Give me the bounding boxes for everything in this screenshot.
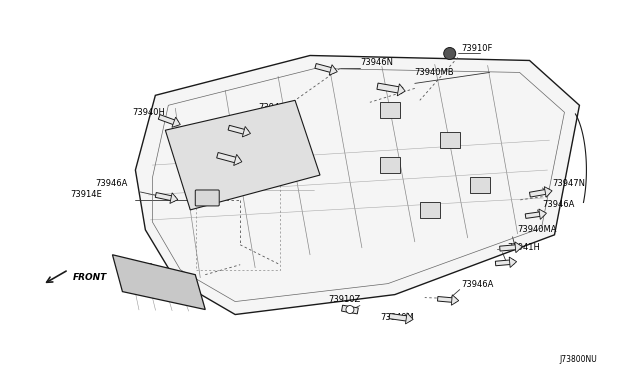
Bar — [470, 177, 490, 193]
Circle shape — [444, 48, 456, 60]
Polygon shape — [509, 257, 516, 267]
Text: 73940MB: 73940MB — [415, 68, 454, 77]
FancyBboxPatch shape — [195, 190, 220, 206]
Text: 73946N: 73946N — [360, 58, 393, 67]
Polygon shape — [158, 115, 179, 126]
Text: 73941H: 73941H — [508, 243, 540, 252]
Text: 73946A: 73946A — [258, 103, 291, 112]
Polygon shape — [529, 189, 550, 197]
Polygon shape — [438, 296, 456, 303]
Text: 73946A: 73946A — [95, 179, 128, 187]
Polygon shape — [234, 154, 242, 166]
Polygon shape — [243, 126, 250, 137]
Text: 73946A: 73946A — [461, 280, 494, 289]
Polygon shape — [397, 84, 405, 96]
Text: 73940MA: 73940MA — [518, 225, 557, 234]
Text: 73946A: 73946A — [543, 201, 575, 209]
Text: FRONT: FRONT — [72, 273, 107, 282]
Polygon shape — [165, 100, 320, 210]
Polygon shape — [217, 153, 240, 164]
Polygon shape — [515, 242, 522, 253]
Polygon shape — [539, 209, 547, 219]
Polygon shape — [525, 211, 544, 218]
Bar — [420, 202, 440, 218]
Polygon shape — [544, 187, 552, 197]
Circle shape — [346, 305, 354, 314]
Polygon shape — [113, 255, 205, 310]
Text: SEC.264: SEC.264 — [118, 263, 154, 272]
Polygon shape — [342, 305, 358, 314]
Polygon shape — [329, 65, 337, 75]
Polygon shape — [315, 64, 335, 73]
Text: 73947N: 73947N — [552, 179, 586, 187]
Polygon shape — [377, 83, 403, 94]
Polygon shape — [172, 117, 180, 127]
Polygon shape — [389, 314, 411, 321]
Text: 73910F: 73910F — [461, 44, 493, 53]
Text: 73940M: 73940M — [242, 136, 276, 145]
Bar — [380, 102, 400, 118]
Polygon shape — [451, 295, 459, 305]
Text: 73940M: 73940M — [380, 313, 413, 322]
Polygon shape — [495, 260, 514, 266]
Polygon shape — [228, 125, 248, 135]
Text: 73914E: 73914E — [70, 190, 102, 199]
Bar — [380, 157, 400, 173]
Polygon shape — [136, 55, 579, 314]
Text: 73910Z: 73910Z — [328, 295, 360, 304]
Polygon shape — [406, 313, 413, 324]
Text: J73800NU: J73800NU — [559, 355, 597, 364]
Polygon shape — [156, 193, 175, 201]
Polygon shape — [500, 244, 520, 251]
Bar — [440, 132, 460, 148]
Text: 73940H: 73940H — [132, 108, 165, 117]
Polygon shape — [170, 193, 178, 203]
